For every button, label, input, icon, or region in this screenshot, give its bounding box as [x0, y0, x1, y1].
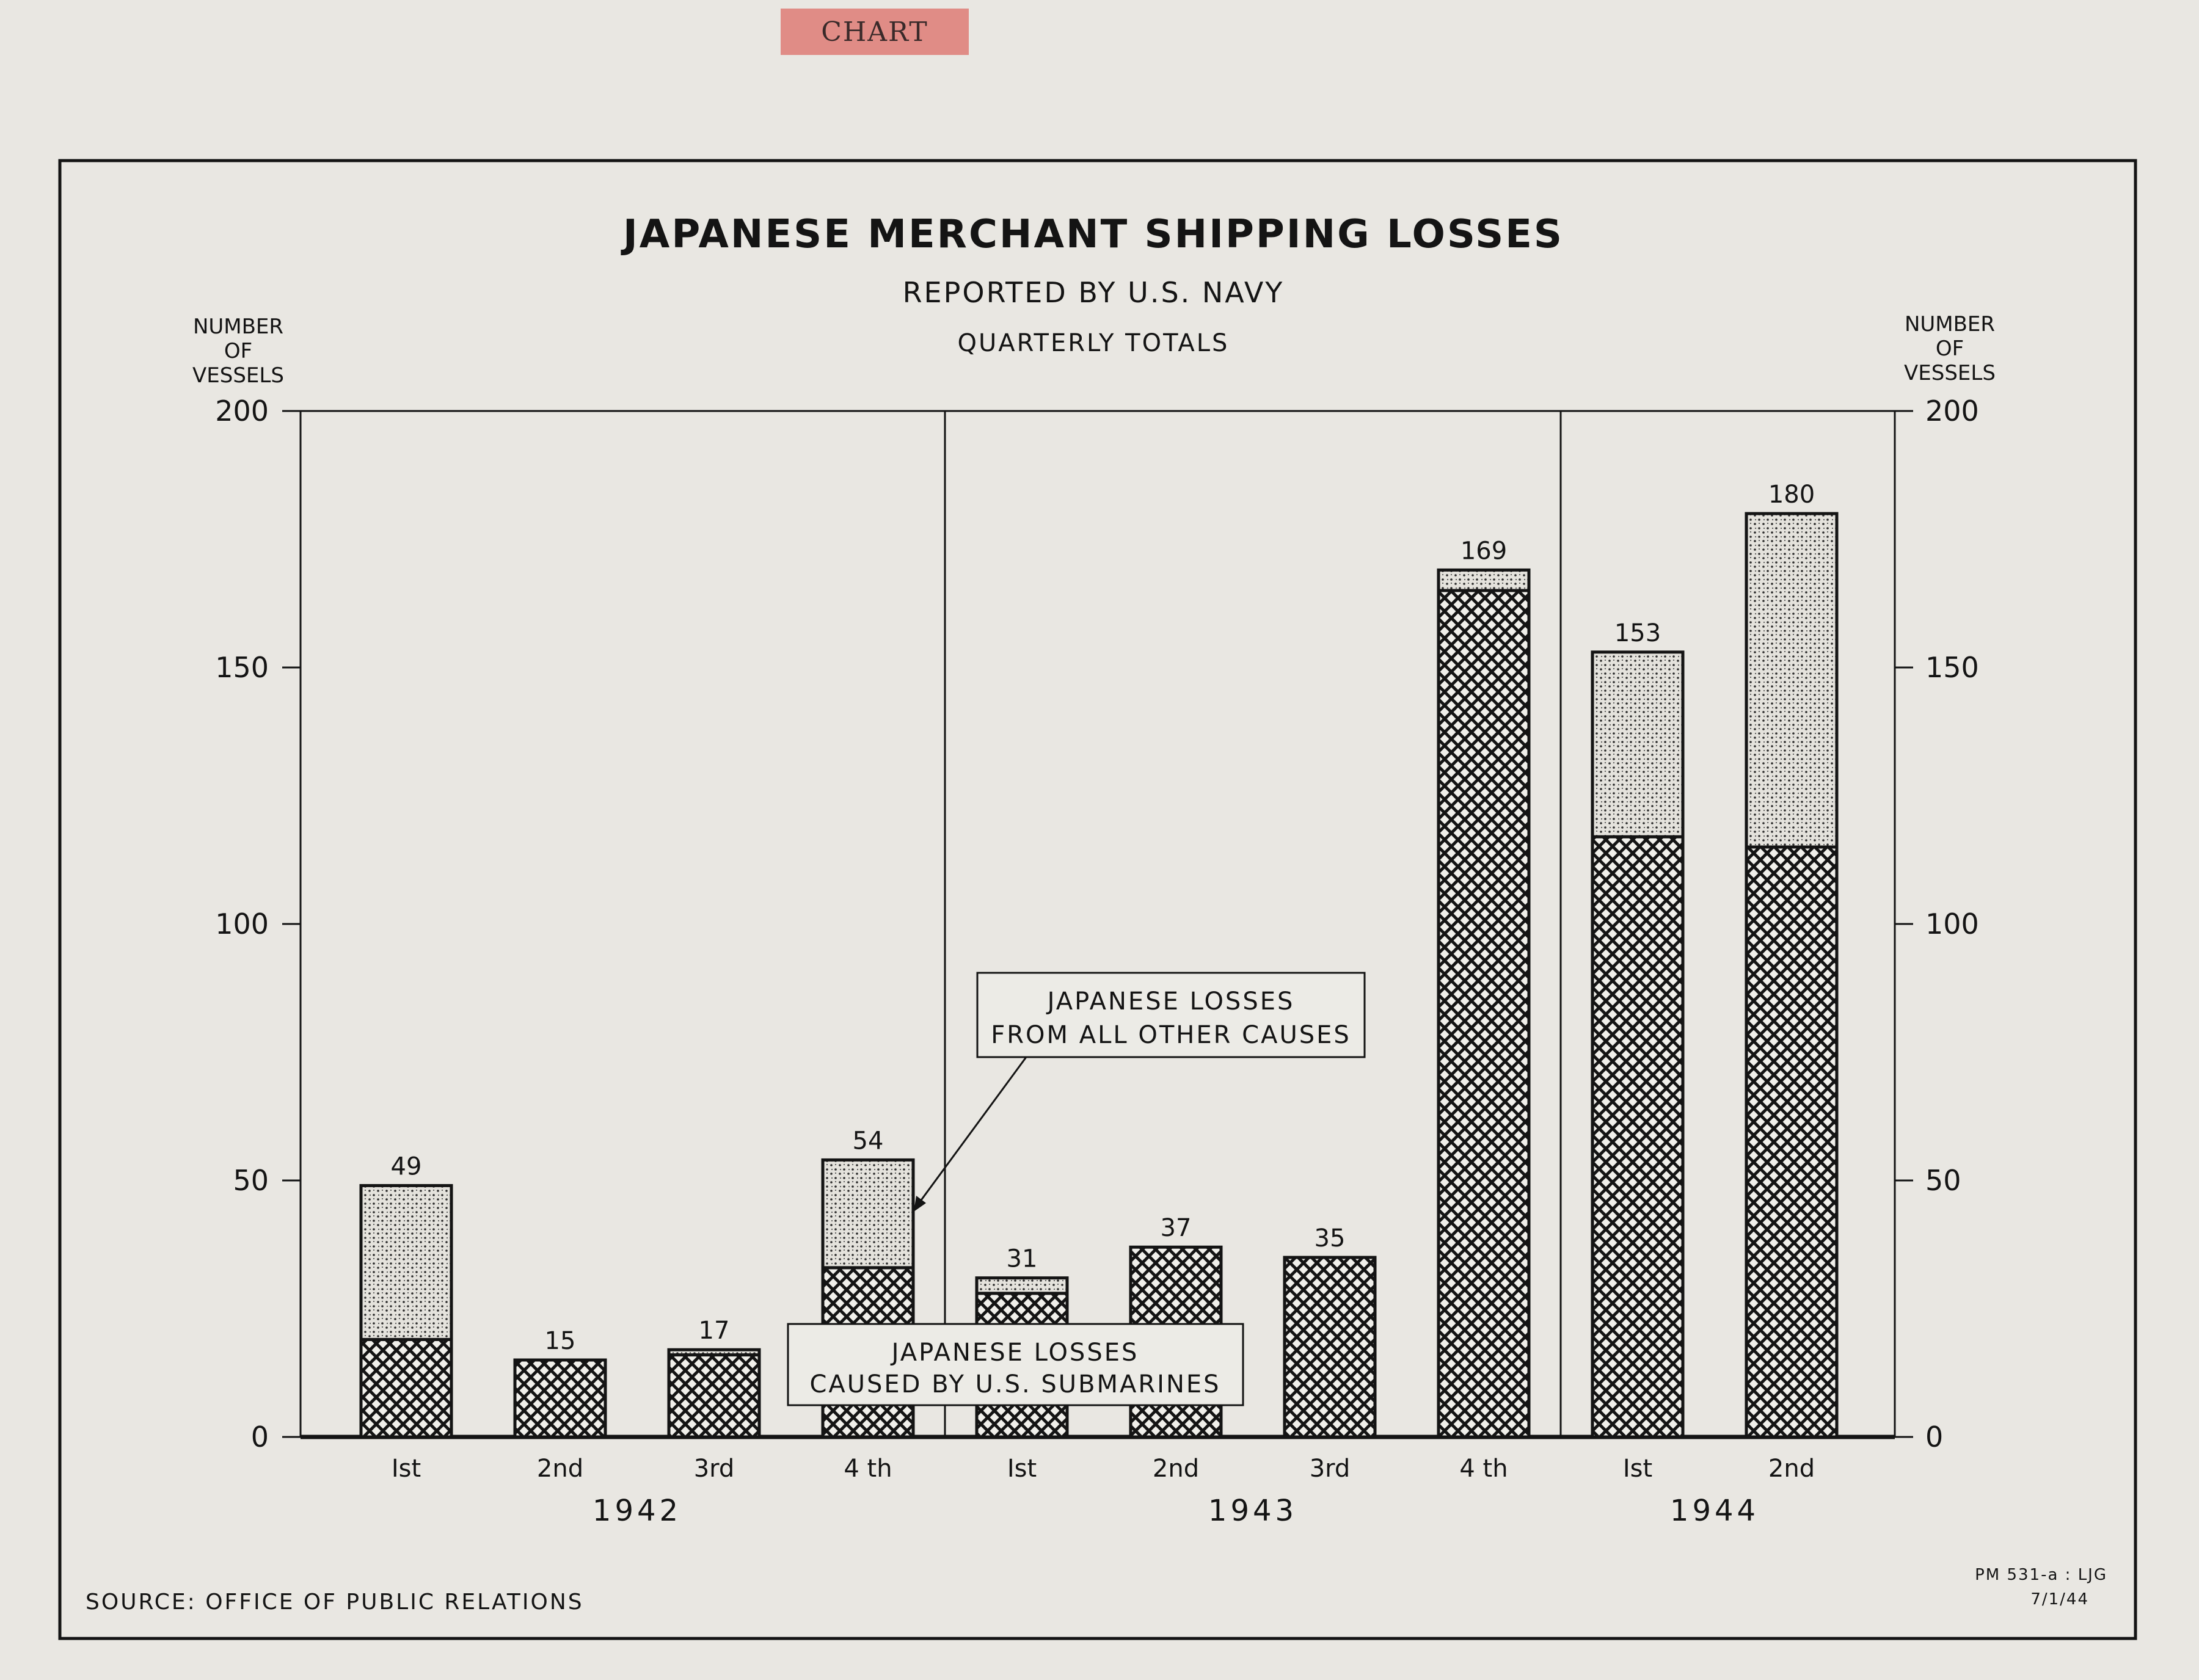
chart-title: JAPANESE MERCHANT SHIPPING LOSSES — [621, 212, 1564, 257]
bar-submarines — [1745, 845, 1839, 1439]
bar-total-label: 31 — [1007, 1245, 1038, 1273]
x-tick-label: Ist — [1007, 1455, 1037, 1483]
x-tick-label: 3rd — [1310, 1455, 1351, 1483]
y-axis-title-right-line-3: VESSELS — [1904, 361, 1996, 385]
bar-total-label: 17 — [699, 1317, 730, 1345]
y-tick-label-right: 0 — [1925, 1420, 1943, 1453]
x-group-label: 1942 — [593, 1494, 682, 1528]
callout-submarines: JAPANESE LOSSES CAUSED BY U.S. SUBMARINE… — [787, 1323, 1244, 1406]
bar-total-label: 15 — [545, 1327, 576, 1355]
chart-subtitle: REPORTED BY U.S. NAVY — [903, 276, 1285, 309]
y-axis-title-right-line-2: OF — [1936, 336, 1964, 361]
y-tick-label-left: 100 — [215, 907, 269, 940]
y-tick-label-left: 0 — [251, 1420, 269, 1453]
bar-other-causes — [1437, 568, 1531, 592]
y-axis-title-left-line-1: NUMBER — [193, 315, 283, 339]
x-tick-label: Ist — [392, 1455, 421, 1483]
x-tick-label: 4 th — [1459, 1455, 1508, 1483]
bar-submarines — [667, 1353, 761, 1439]
callout-other-causes: JAPANESE LOSSES FROM ALL OTHER CAUSES — [914, 972, 1366, 1212]
reference-date: 7/1/44 — [2030, 1590, 2089, 1609]
bar-submarines — [1591, 835, 1685, 1439]
x-tick-label: Ist — [1623, 1455, 1652, 1483]
bar-total-label: 54 — [853, 1127, 884, 1155]
callout-other-causes-box — [976, 972, 1366, 1058]
bar-total-label: 49 — [391, 1152, 422, 1180]
bar-submarines — [1283, 1256, 1377, 1439]
callout-arrow-head — [914, 1196, 926, 1212]
bar-total-label: 37 — [1161, 1214, 1192, 1242]
chart-subtitle-2: QUARTERLY TOTALS — [958, 329, 1230, 357]
bar-other-causes — [667, 1348, 761, 1357]
x-tick-labels: Ist 2nd 3rd 4 th Ist 2nd 3rd 4 th Ist 2nd 1942 1943… — [392, 1455, 1815, 1528]
bar-submarines — [1437, 589, 1531, 1439]
y-axis-title-left: NUMBER OF VESSELS — [192, 315, 284, 388]
bar-submarines — [359, 1337, 453, 1439]
y-tick-label-left: 200 — [215, 395, 269, 427]
y-axis-title-right-line-1: NUMBER — [1905, 312, 1995, 336]
callout-arrow-line — [917, 1056, 1027, 1205]
x-group-label: 1944 — [1670, 1494, 1759, 1528]
reference-code: PM 531-a : LJG — [1975, 1566, 2107, 1584]
y-tick-label-left: 150 — [215, 651, 269, 684]
bar-submarines — [513, 1358, 607, 1439]
bar-other-causes — [975, 1276, 1069, 1295]
bar-other-causes — [359, 1184, 453, 1341]
callout-other-causes-line-1: JAPANESE LOSSES — [1046, 987, 1295, 1016]
y-ticks: 0 0 50 50 100 100 150 150 200 200 — [215, 395, 1979, 1453]
callout-submarines-line-1: JAPANESE LOSSES — [890, 1339, 1139, 1367]
outer-frame — [58, 159, 2137, 1640]
y-tick-label-right: 150 — [1925, 651, 1979, 684]
bars: 49 15 17 54 31 37 35 169 153 180 — [359, 481, 1839, 1439]
x-tick-label: 2nd — [1153, 1455, 1199, 1483]
bar-other-causes — [821, 1158, 915, 1270]
y-axis-title-left-line-2: OF — [224, 339, 252, 363]
callout-other-causes-line-2: FROM ALL OTHER CAUSES — [991, 1021, 1351, 1049]
bar-total-label: 169 — [1461, 537, 1507, 565]
x-group-label: 1943 — [1208, 1494, 1297, 1528]
callout-submarines-box — [787, 1323, 1244, 1406]
bar-total-label: 153 — [1614, 619, 1661, 647]
y-tick-label-right: 200 — [1925, 395, 1979, 427]
y-tick-label-right: 50 — [1925, 1164, 1961, 1197]
x-tick-label: 4 th — [844, 1455, 892, 1483]
x-tick-label: 2nd — [1768, 1455, 1815, 1483]
bar-other-causes — [1591, 650, 1685, 838]
x-tick-label: 2nd — [537, 1455, 583, 1483]
y-axis-title-right: NUMBER OF VESSELS — [1904, 312, 1996, 385]
callout-submarines-line-2: CAUSED BY U.S. SUBMARINES — [809, 1370, 1220, 1398]
source-note: SOURCE: OFFICE OF PUBLIC RELATIONS — [86, 1590, 584, 1615]
chart-stamp: CHART — [781, 9, 969, 55]
year-dividers — [944, 411, 1562, 1437]
y-tick-label-right: 100 — [1925, 907, 1979, 940]
bar-other-causes — [1745, 512, 1839, 849]
y-axis-title-left-line-3: VESSELS — [192, 363, 284, 388]
y-tick-label-left: 50 — [233, 1164, 269, 1197]
bar-total-label: 35 — [1315, 1224, 1346, 1253]
x-tick-label: 3rd — [694, 1455, 735, 1483]
bar-total-label: 180 — [1768, 481, 1815, 509]
